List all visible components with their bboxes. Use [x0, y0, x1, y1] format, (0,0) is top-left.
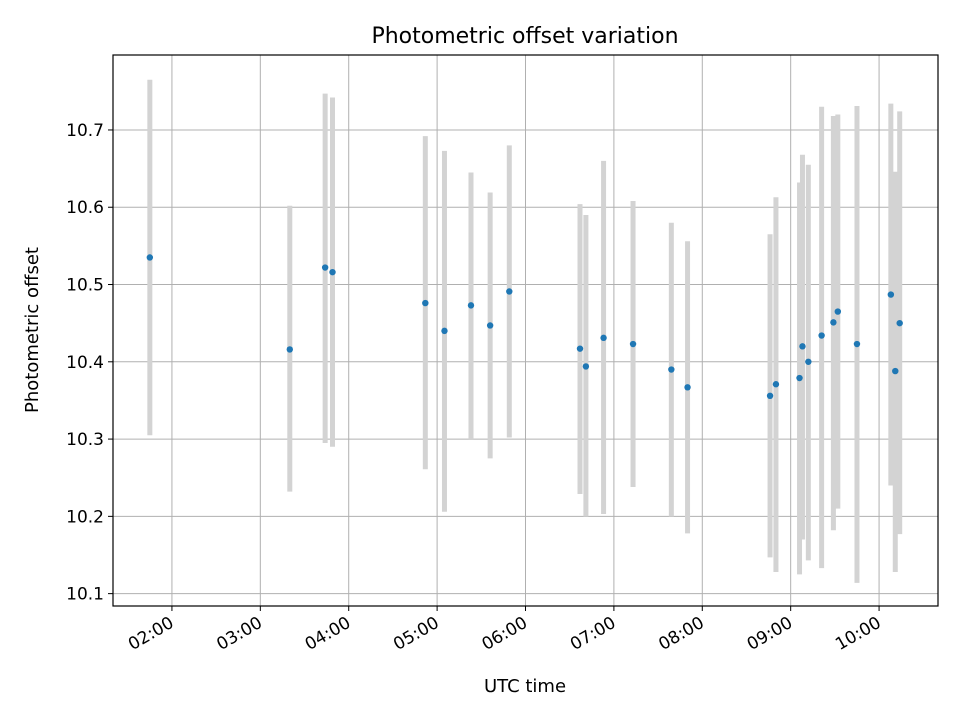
data-point	[805, 358, 812, 365]
y-tick-label: 10.4	[66, 353, 104, 373]
y-tick-label: 10.3	[66, 430, 104, 450]
chart-title: Photometric offset variation	[371, 24, 678, 49]
data-point	[576, 345, 584, 352]
data-point	[486, 322, 494, 329]
y-tick-label: 10.6	[66, 198, 104, 218]
data-point	[441, 327, 448, 335]
y-axis-label: Photometric offset	[22, 247, 43, 413]
data-point	[853, 340, 861, 348]
data-point	[892, 367, 899, 375]
data-point	[830, 319, 837, 326]
data-point	[766, 392, 774, 400]
data-point	[896, 319, 903, 327]
data-point	[799, 343, 806, 350]
data-point	[286, 346, 293, 353]
y-tick-label: 10.7	[66, 121, 104, 141]
data-point	[146, 254, 154, 261]
data-point	[321, 264, 329, 271]
data-point	[582, 363, 590, 370]
y-axis-ticks: 10.1 10.2 10.3 10.4 10.5 10.6 10.7	[66, 121, 113, 605]
data-point	[818, 332, 825, 339]
y-tick-label: 10.5	[66, 276, 104, 296]
y-tick-label: 10.2	[66, 507, 104, 527]
data-point	[629, 340, 637, 348]
x-axis-label: UTC time	[484, 676, 566, 697]
data-point	[684, 384, 691, 391]
data-point	[887, 291, 895, 298]
data-point	[796, 374, 803, 382]
data-point	[600, 334, 607, 342]
data-point	[422, 299, 429, 307]
data-point	[668, 366, 675, 373]
data-point	[506, 288, 513, 295]
y-tick-label: 10.1	[66, 585, 104, 605]
data-point	[329, 268, 336, 276]
data-point	[834, 308, 842, 315]
data-point	[467, 302, 475, 309]
data-points	[146, 254, 903, 400]
data-point	[772, 381, 780, 388]
